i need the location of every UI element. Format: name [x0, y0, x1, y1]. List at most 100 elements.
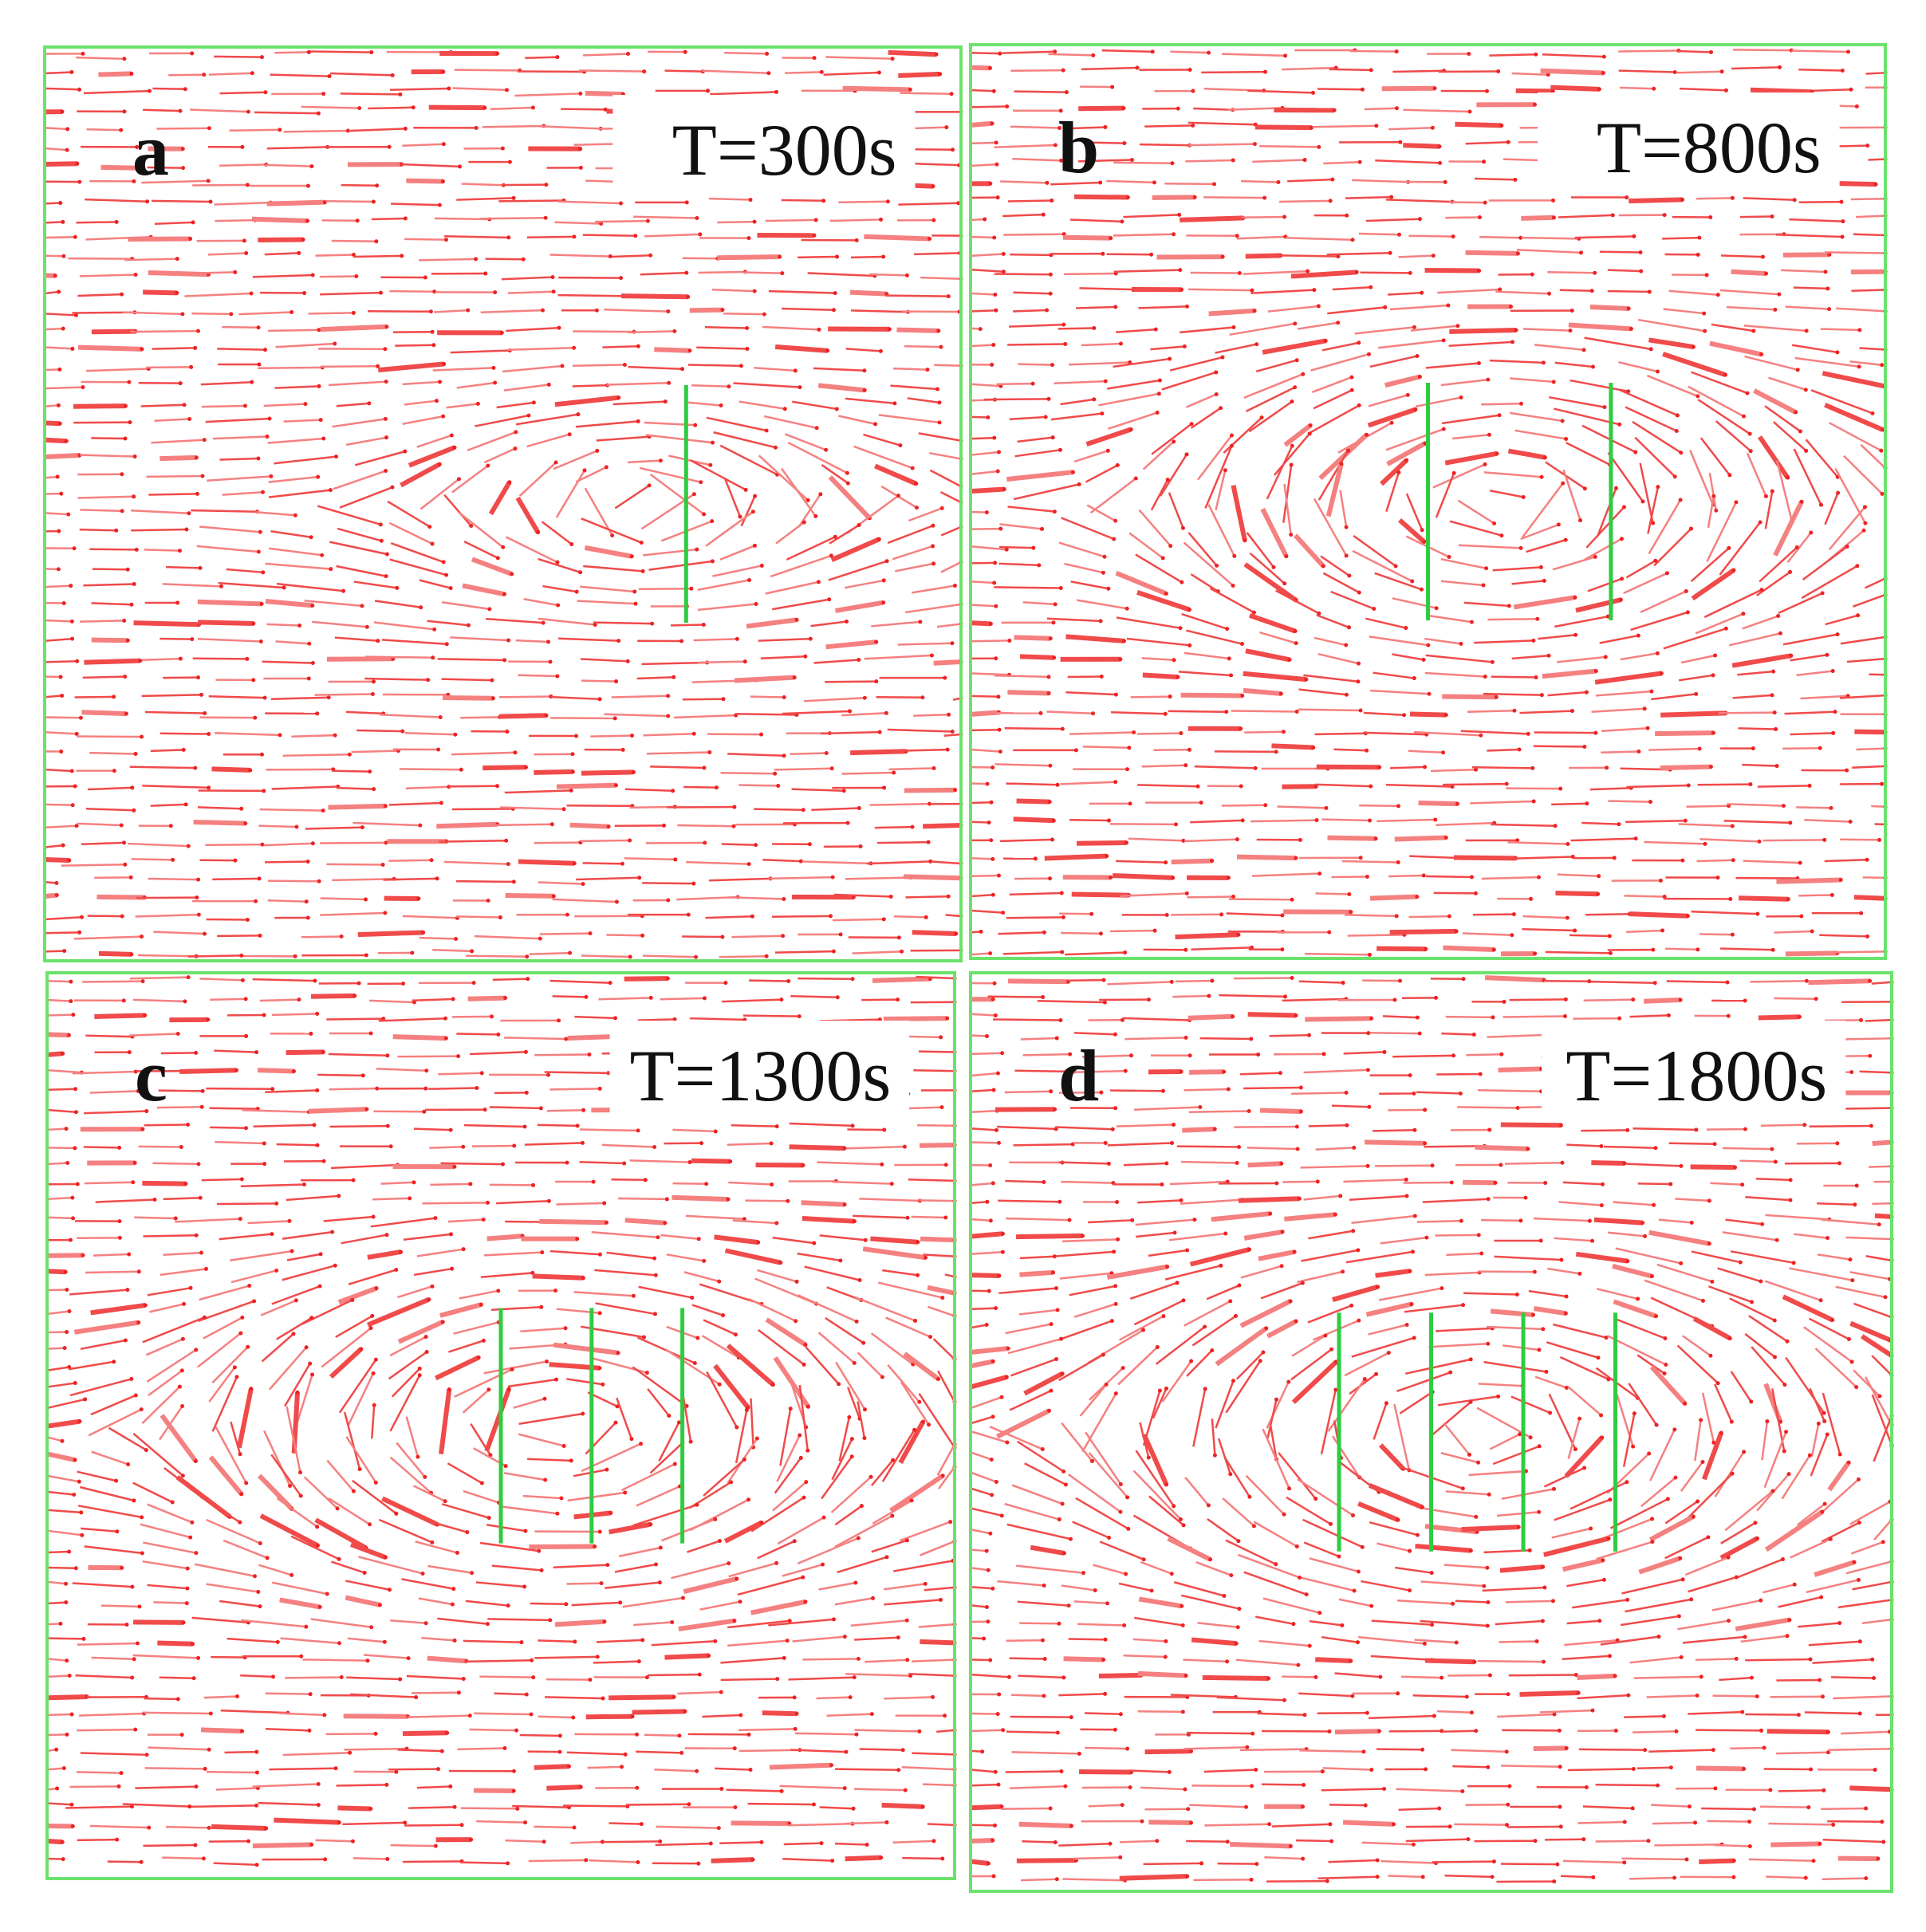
vector-head — [994, 140, 998, 145]
vector-segment — [884, 1599, 941, 1606]
vector-head — [914, 482, 919, 486]
vector-head — [726, 1197, 731, 1202]
vector-segment — [833, 893, 892, 898]
vector-head — [251, 621, 256, 626]
vector-head — [1484, 566, 1489, 571]
vector-segment — [553, 1564, 608, 1568]
vector-head — [1444, 836, 1448, 840]
vector-head — [754, 1436, 759, 1441]
vector-head — [1731, 568, 1736, 573]
vector-segment — [280, 1637, 340, 1645]
vector-segment — [1836, 307, 1886, 313]
vector-segment — [265, 599, 313, 608]
vector-segment — [602, 344, 639, 348]
vector-segment — [286, 1406, 301, 1473]
vector-segment — [336, 565, 387, 577]
vector-head — [1499, 1052, 1504, 1057]
vector-segment — [912, 930, 956, 937]
vector-head — [735, 1425, 739, 1430]
vector-segment — [107, 1860, 142, 1863]
vector-segment — [1343, 1051, 1384, 1055]
vector-segment — [1175, 932, 1239, 940]
vector-segment — [46, 1366, 69, 1371]
vector-segment — [46, 1032, 69, 1038]
vector-segment — [95, 1198, 156, 1203]
vector-head — [1101, 978, 1106, 982]
vector-head — [54, 893, 59, 898]
vector-head — [128, 420, 132, 425]
vector-segment — [1554, 361, 1593, 368]
vector-segment — [1819, 934, 1868, 938]
vector-segment — [1663, 628, 1727, 650]
vector-head — [934, 52, 939, 57]
vector-head — [298, 1470, 303, 1475]
vector-segment — [480, 309, 543, 313]
vector-head — [1304, 677, 1309, 682]
vector-segment — [89, 548, 137, 551]
vector-segment — [1790, 732, 1833, 736]
vector-head — [357, 106, 362, 111]
vector-head — [716, 1826, 721, 1831]
vector-segment — [1663, 308, 1704, 315]
vector-segment — [750, 1398, 754, 1448]
vector-segment — [439, 1389, 452, 1455]
vector-head — [524, 1692, 529, 1697]
vector-segment — [1380, 458, 1408, 486]
vector-segment — [601, 1143, 655, 1148]
vector-head — [195, 895, 199, 900]
vector-segment — [1424, 268, 1479, 273]
vector-head — [1730, 932, 1735, 937]
vector-head — [65, 1659, 69, 1663]
vector-head — [1675, 413, 1680, 418]
vector-head — [774, 1560, 779, 1565]
vector-head — [1412, 1091, 1416, 1096]
vector-head — [683, 1709, 687, 1714]
vector-segment — [515, 413, 579, 426]
vector-segment — [1240, 1072, 1281, 1076]
vector-head — [1450, 785, 1455, 789]
vector-head — [301, 238, 305, 242]
vector-head — [1421, 873, 1426, 878]
vector-head — [69, 979, 73, 984]
vector-segment — [1824, 492, 1839, 525]
vector-head — [1412, 325, 1416, 329]
vector-head — [745, 346, 750, 351]
vector-segment — [574, 1015, 616, 1020]
vector-segment — [1058, 541, 1105, 558]
vector-segment — [641, 661, 707, 666]
vector-head — [373, 1480, 378, 1485]
vector-head — [317, 1604, 322, 1609]
vector-segment — [994, 273, 1051, 276]
vector-head — [481, 1338, 486, 1343]
vector-segment — [853, 445, 913, 470]
vector-segment — [283, 419, 321, 423]
vector-head — [333, 341, 337, 346]
vector-segment — [272, 1581, 328, 1596]
vector-segment — [745, 1199, 788, 1202]
vector-segment — [1853, 895, 1886, 901]
vector-head — [1417, 217, 1422, 222]
vector-head — [435, 1767, 440, 1772]
vector-head — [1283, 53, 1288, 58]
vector-segment — [44, 915, 82, 921]
vector-segment — [1757, 435, 1790, 479]
vector-head — [759, 1521, 764, 1525]
vector-segment — [763, 415, 817, 429]
vector-head — [1294, 856, 1298, 860]
vector-segment — [1589, 304, 1629, 311]
vector-segment — [507, 290, 554, 294]
vector-segment — [777, 1517, 825, 1545]
vector-segment — [705, 915, 753, 919]
vector-segment — [129, 976, 189, 980]
vector-head — [1770, 693, 1774, 698]
vector-head — [1106, 1161, 1111, 1166]
vector-head — [1294, 641, 1298, 646]
vector-head — [77, 87, 82, 92]
vector-head — [874, 679, 879, 684]
vector-head — [623, 1752, 628, 1757]
vector-head — [500, 1162, 505, 1167]
vector-head — [1280, 913, 1285, 918]
vector-head — [270, 1232, 274, 1237]
vector-head — [1171, 875, 1176, 880]
vector-head — [381, 1017, 386, 1021]
